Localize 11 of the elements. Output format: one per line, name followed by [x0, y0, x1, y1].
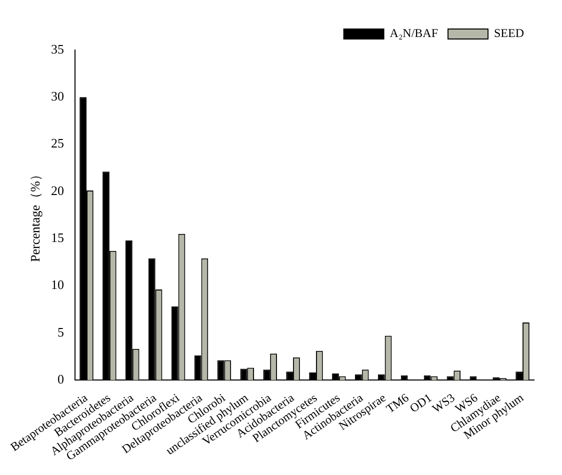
y-tick-label: 25 [51, 136, 64, 151]
legend-label: A₂N/BAF [390, 26, 438, 40]
y-tick-label: 15 [51, 230, 64, 246]
y-tick-label: 5 [58, 324, 64, 340]
y-tick-label: 0 [58, 371, 64, 386]
y-tick-label: 20 [51, 182, 64, 198]
y-tick-label: 10 [51, 277, 64, 292]
y-axis-title: Percentage（%） [28, 168, 43, 262]
y-tick-label: 35 [51, 41, 64, 56]
y-tick-label: 30 [51, 88, 64, 104]
legend-label: SEED [494, 26, 524, 40]
